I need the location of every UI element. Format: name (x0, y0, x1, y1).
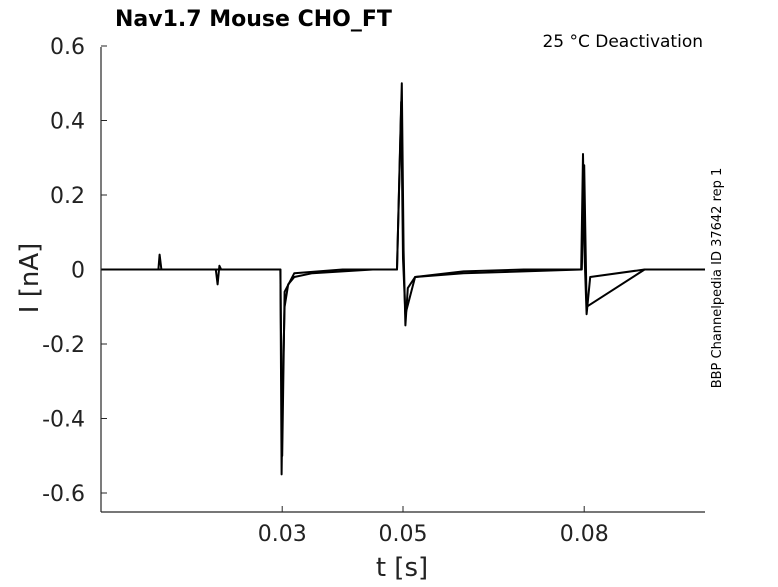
y-tick-label: 0 (71, 259, 85, 284)
axis-ticks: 0.03 0.05 0.08 0.6 0.4 0.2 0 -0.2 -0.4 -0.6 (42, 35, 609, 547)
chart-annotation: 25 °C Deactivation (542, 32, 703, 52)
chart-title: Nav1.7 Mouse CHO_FT (115, 7, 392, 32)
y-tick-label: -0.2 (42, 333, 85, 358)
series-line-2 (101, 100, 705, 457)
x-tick-label: 0.03 (258, 522, 307, 547)
x-tick-label: 0.08 (560, 522, 609, 547)
axes (100, 47, 705, 513)
chart-side-label: BBP Channelpedia ID 37642 rep 1 (710, 168, 725, 389)
plot-lines (101, 82, 705, 476)
x-axis-label: t [s] (376, 553, 428, 583)
y-tick-label: -0.4 (42, 408, 85, 433)
y-tick-label: -0.6 (42, 482, 85, 507)
y-axis-label: I [nA] (15, 243, 45, 313)
x-tick-label: 0.05 (379, 522, 428, 547)
y-tick-label: 0.2 (50, 184, 85, 209)
y-tick-label: 0.4 (50, 110, 85, 135)
y-tick-label: 0.6 (50, 35, 85, 60)
